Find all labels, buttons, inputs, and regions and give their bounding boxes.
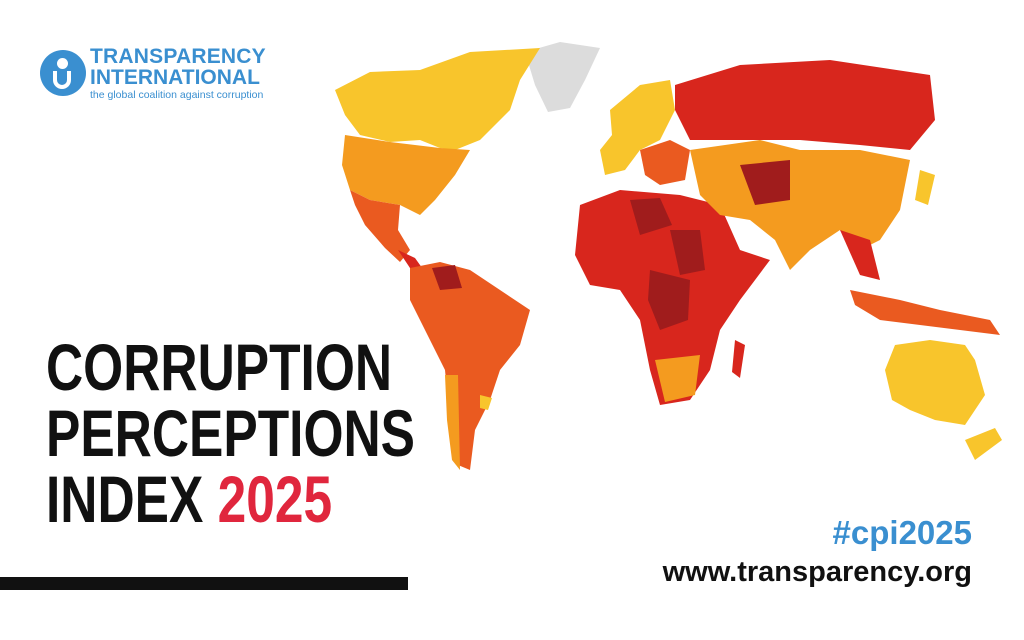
logo-figure-icon [40, 50, 86, 97]
logo-line-2: INTERNATIONAL [90, 66, 260, 89]
hashtag: #cpi2025 [832, 514, 972, 551]
oceania [850, 290, 1002, 460]
transparency-international-logo: TRANSPARENCY INTERNATIONAL the global co… [40, 46, 266, 101]
logo-tagline: the global coalition against corruption [90, 89, 264, 101]
europe [600, 80, 690, 185]
page-title: CORRUPTION PERCEPTIONS INDEX 2025 [46, 334, 415, 532]
title-line-3: INDEX 2025 [46, 466, 415, 532]
title-year: 2025 [217, 462, 333, 536]
south-america [410, 262, 530, 470]
asia [675, 60, 935, 280]
website-url: www.transparency.org [662, 556, 972, 588]
logo-line-1: TRANSPARENCY [90, 45, 266, 68]
title-index: INDEX [46, 462, 204, 536]
africa [575, 190, 770, 405]
north-america [335, 48, 540, 272]
title-line-1: CORRUPTION [46, 330, 393, 404]
title-line-2: PERCEPTIONS [46, 396, 416, 470]
divider-bar [0, 577, 408, 590]
greenland [525, 42, 600, 112]
